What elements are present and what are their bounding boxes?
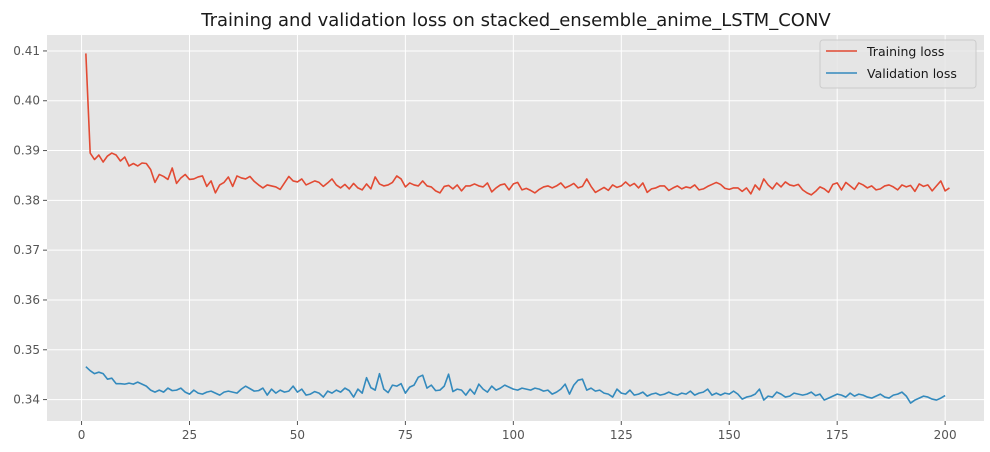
y-tick-label: 0.35 <box>13 343 40 357</box>
y-tick-label: 0.39 <box>13 144 40 158</box>
chart-title: Training and validation loss on stacked_… <box>200 10 831 31</box>
legend-label-training: Training loss <box>866 44 944 59</box>
x-tick-label: 200 <box>934 428 957 442</box>
training-loss-line <box>85 53 950 196</box>
x-tick-label: 0 <box>78 428 86 442</box>
x-tick-label: 75 <box>398 428 413 442</box>
x-tick-label: 100 <box>502 428 525 442</box>
x-tick-label: 175 <box>826 428 849 442</box>
legend-box <box>819 39 977 89</box>
validation-loss-line <box>85 366 946 404</box>
y-axis-ticks: 0.34 0.35 0.36 0.37 0.38 0.39 0.40 0.41 <box>13 44 47 407</box>
plot-area <box>47 35 984 421</box>
x-tick-label: 125 <box>610 428 633 442</box>
y-tick-label: 0.38 <box>13 193 40 207</box>
legend: Training loss Validation loss <box>819 39 977 89</box>
legend-label-validation: Validation loss <box>867 66 957 81</box>
x-tick-label: 50 <box>290 428 305 442</box>
y-tick-label: 0.37 <box>13 243 40 257</box>
x-tick-label: 150 <box>718 428 741 442</box>
x-axis-ticks: 0 25 50 75 100 125 150 175 200 <box>78 421 957 442</box>
y-tick-label: 0.41 <box>13 44 40 58</box>
grid-lines <box>47 35 984 421</box>
y-tick-label: 0.36 <box>13 293 40 307</box>
series-lines <box>85 53 950 404</box>
y-tick-label: 0.34 <box>13 393 40 407</box>
x-tick-label: 25 <box>182 428 197 442</box>
y-tick-label: 0.40 <box>13 94 40 108</box>
